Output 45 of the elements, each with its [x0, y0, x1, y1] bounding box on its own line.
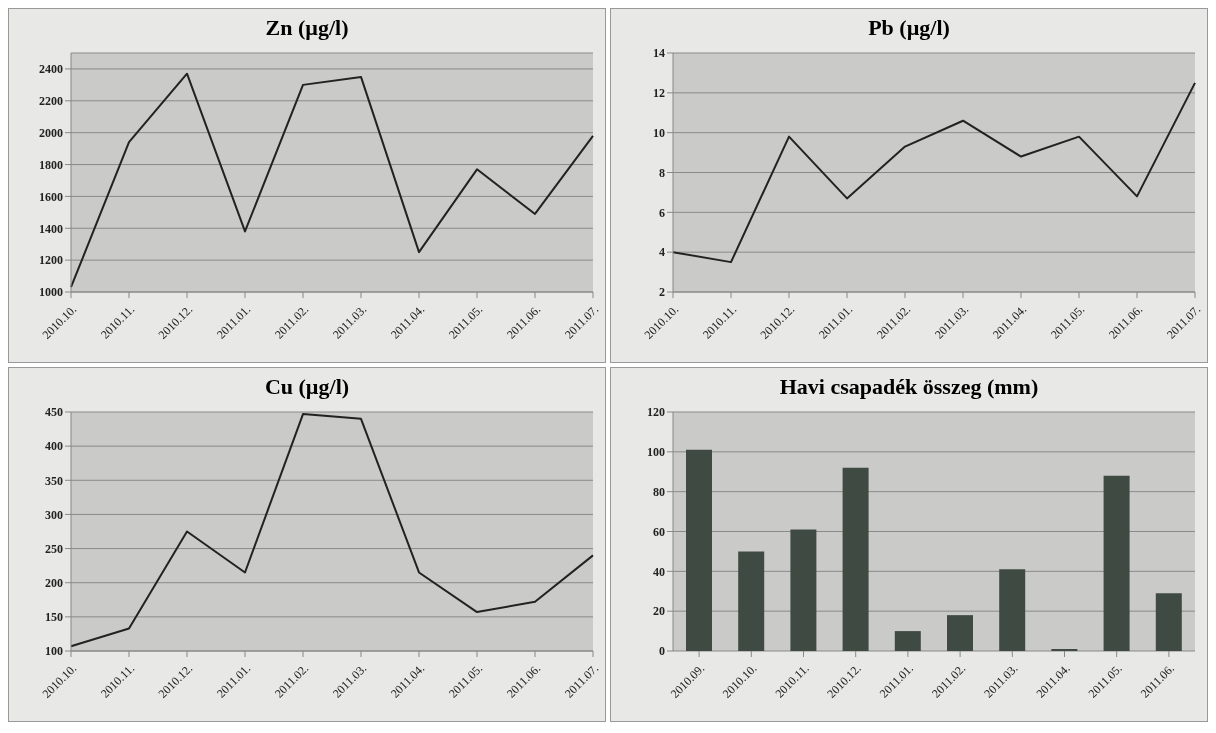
bar: [1155, 593, 1182, 651]
y-tick-label: 1800: [39, 157, 63, 172]
y-tick-label: 1000: [39, 285, 63, 300]
y-tick-label: 2000: [39, 125, 63, 140]
y-tick-label: 2: [659, 285, 665, 300]
y-tick-label: 150: [45, 610, 63, 625]
bar: [790, 529, 817, 651]
y-tick-label: 1200: [39, 253, 63, 268]
y-tick-label: 450: [45, 405, 63, 420]
y-tick-label: 14: [653, 46, 665, 61]
y-tick-label: 20: [653, 604, 665, 619]
y-tick-label: 1400: [39, 221, 63, 236]
y-tick-label: 100: [647, 445, 665, 460]
y-tick-label: 400: [45, 439, 63, 454]
y-tick-label: 60: [653, 524, 665, 539]
y-tick-label: 2400: [39, 62, 63, 77]
y-tick-label: 250: [45, 541, 63, 556]
bar: [999, 569, 1026, 651]
chart-title: Havi csapadék összeg (mm): [778, 373, 1040, 401]
y-tick-label: 120: [647, 405, 665, 420]
y-tick-label: 0: [659, 644, 665, 659]
y-tick-label: 8: [659, 165, 665, 180]
y-tick-label: 12: [653, 86, 665, 101]
y-tick-label: 80: [653, 484, 665, 499]
bar: [894, 631, 921, 651]
chart-title: Pb (µg/l): [867, 14, 951, 42]
y-tick-label: 2200: [39, 94, 63, 109]
line-series: [70, 72, 594, 289]
y-tick-label: 4: [659, 245, 665, 260]
bar: [686, 449, 712, 651]
bar: [738, 551, 765, 651]
y-tick-label: 10: [653, 125, 665, 140]
bar: [842, 467, 869, 651]
y-tick-label: 40: [653, 564, 665, 579]
y-tick-label: 350: [45, 473, 63, 488]
y-tick-label: 200: [45, 575, 63, 590]
y-tick-label: 1600: [39, 189, 63, 204]
y-tick-label: 100: [45, 644, 63, 659]
y-tick-label: 6: [659, 205, 665, 220]
chart-title: Cu (µg/l): [263, 373, 351, 401]
y-tick-label: 300: [45, 507, 63, 522]
bar: [947, 615, 973, 651]
bar: [1103, 475, 1130, 651]
chart-title: Zn (µg/l): [264, 14, 350, 42]
line-series: [672, 81, 1196, 264]
